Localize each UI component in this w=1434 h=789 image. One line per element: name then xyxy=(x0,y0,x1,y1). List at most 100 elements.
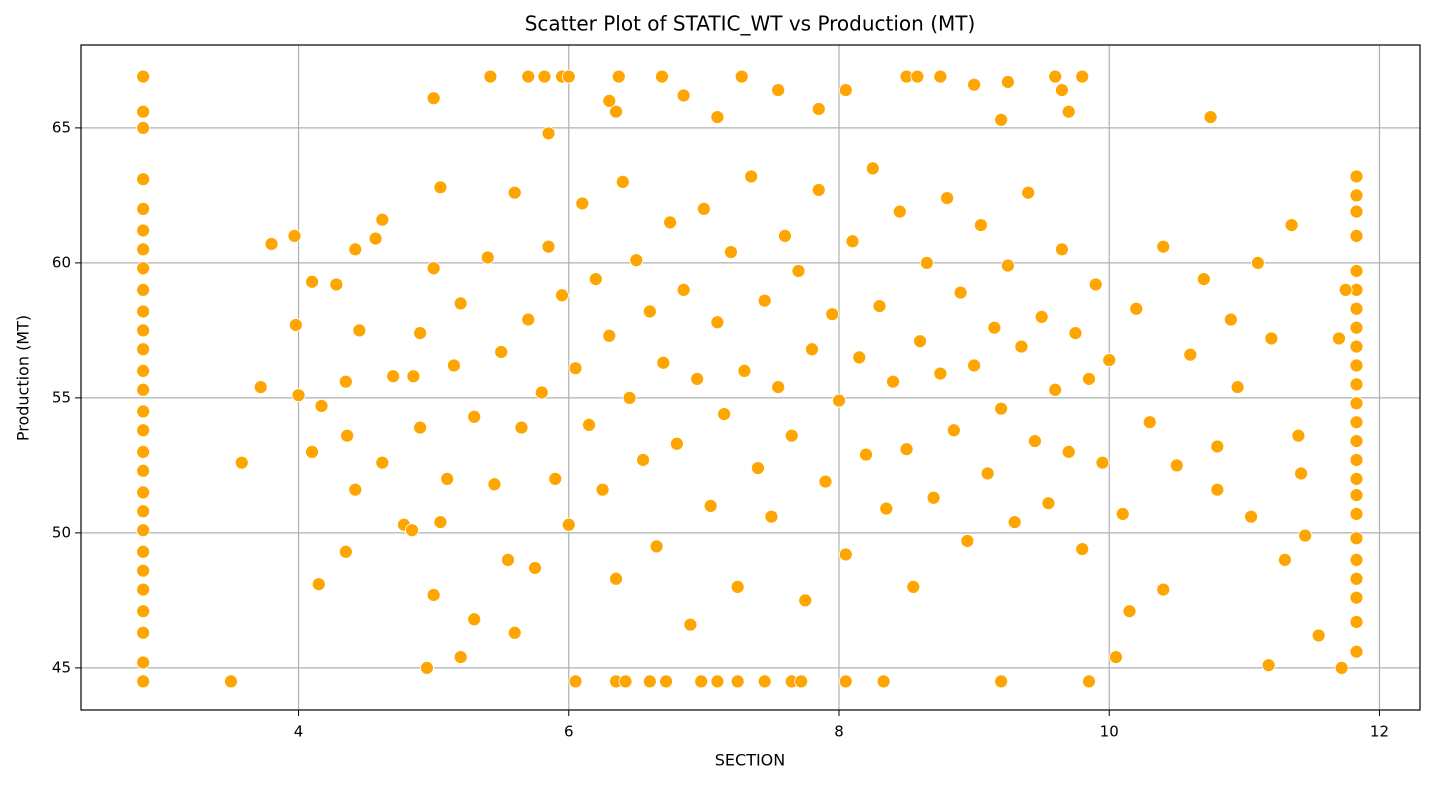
point xyxy=(919,255,934,270)
point xyxy=(1349,453,1364,467)
point xyxy=(615,174,630,189)
point xyxy=(1014,339,1029,354)
point xyxy=(859,447,873,462)
point xyxy=(1349,590,1364,605)
point xyxy=(832,393,846,408)
point xyxy=(1169,458,1184,473)
point xyxy=(413,326,428,340)
point xyxy=(602,328,617,343)
point xyxy=(1210,482,1225,497)
point xyxy=(636,453,650,467)
point xyxy=(136,223,151,238)
point xyxy=(413,420,428,435)
point xyxy=(892,204,907,219)
point xyxy=(778,228,792,243)
point xyxy=(483,69,498,84)
point xyxy=(1082,674,1096,689)
point xyxy=(338,544,353,559)
point xyxy=(568,674,583,689)
point xyxy=(1311,628,1326,643)
plot-frame xyxy=(80,44,1421,711)
point xyxy=(724,245,738,259)
points xyxy=(136,69,1364,689)
point xyxy=(642,674,657,689)
point xyxy=(730,579,745,594)
point xyxy=(683,617,698,632)
point xyxy=(656,355,671,370)
point xyxy=(696,201,711,216)
point xyxy=(784,428,799,443)
point xyxy=(1332,331,1346,346)
point xyxy=(467,409,482,424)
point xyxy=(426,588,441,602)
point xyxy=(1007,515,1022,529)
point xyxy=(649,539,664,554)
point xyxy=(1021,185,1036,200)
point xyxy=(669,436,684,451)
point xyxy=(676,282,691,297)
point xyxy=(136,404,151,419)
point xyxy=(1156,582,1171,597)
point xyxy=(561,69,576,84)
point xyxy=(1068,326,1083,340)
point xyxy=(419,660,434,675)
point xyxy=(960,534,975,548)
point xyxy=(609,571,623,586)
point xyxy=(1210,439,1225,454)
point xyxy=(737,363,752,378)
point xyxy=(1349,552,1364,567)
point xyxy=(264,237,279,251)
point xyxy=(872,299,887,313)
point xyxy=(136,674,151,689)
point xyxy=(609,104,623,119)
point xyxy=(710,315,725,330)
point xyxy=(305,444,319,459)
point xyxy=(1115,507,1130,521)
point xyxy=(375,455,390,470)
point xyxy=(136,304,151,319)
point xyxy=(940,191,954,205)
point xyxy=(994,674,1009,689)
point xyxy=(501,552,515,567)
point xyxy=(136,655,151,670)
point xyxy=(899,442,914,457)
point xyxy=(1349,644,1364,659)
point xyxy=(629,253,644,268)
x-axis-label: SECTION xyxy=(715,751,786,770)
point xyxy=(818,474,833,489)
point xyxy=(879,501,894,516)
point xyxy=(291,388,306,403)
point xyxy=(913,334,927,349)
point xyxy=(764,509,779,524)
point xyxy=(1183,347,1198,362)
point xyxy=(136,172,151,187)
point xyxy=(805,342,819,357)
point xyxy=(136,342,151,357)
point xyxy=(311,577,326,592)
point xyxy=(694,674,709,689)
point xyxy=(136,523,151,538)
point xyxy=(288,318,303,332)
point xyxy=(910,69,925,84)
point xyxy=(287,228,302,243)
point xyxy=(946,423,961,438)
point xyxy=(1349,377,1364,392)
point xyxy=(447,358,461,373)
point xyxy=(136,485,151,500)
point xyxy=(717,407,732,421)
point xyxy=(1142,415,1157,430)
point xyxy=(453,650,468,664)
point xyxy=(953,285,968,300)
point xyxy=(980,466,995,481)
point xyxy=(406,369,421,384)
point xyxy=(433,180,448,195)
point xyxy=(1298,528,1313,543)
point xyxy=(1095,455,1110,470)
point xyxy=(305,274,319,289)
point xyxy=(757,674,772,689)
point xyxy=(1196,272,1211,286)
point xyxy=(811,102,826,116)
point xyxy=(1203,110,1218,124)
point xyxy=(136,463,151,478)
